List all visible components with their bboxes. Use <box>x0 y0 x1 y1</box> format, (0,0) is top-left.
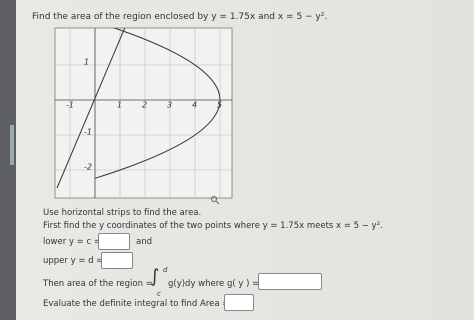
integral-upper: d <box>163 266 168 274</box>
hint: Use horizontal strips to find the area. <box>43 208 202 218</box>
question-title: Find the area of the region enclosed by … <box>32 12 328 22</box>
axes <box>55 28 232 198</box>
and-text: and <box>136 237 152 247</box>
zoom-icon-handle <box>215 200 220 205</box>
area-input[interactable] <box>224 294 254 311</box>
y-tick-label: 1 <box>84 58 89 67</box>
x-tick-label: 5 <box>217 101 222 110</box>
lower-input[interactable] <box>98 233 130 250</box>
integral-lower: c <box>157 290 161 298</box>
graph-frame <box>54 27 233 199</box>
x-tick-label: -1 <box>66 101 74 110</box>
x-tick-label: 2 <box>142 101 147 110</box>
upper-input[interactable] <box>101 252 133 269</box>
x-tick-label: 4 <box>192 101 197 110</box>
y-tick-label: -1 <box>84 128 92 137</box>
y-tick-label: -2 <box>84 163 92 172</box>
x-tick-label: 1 <box>117 101 122 110</box>
lower-label: lower y = c = <box>43 237 101 247</box>
zoom-icon[interactable] <box>211 196 217 202</box>
step-text: First find the y coordinates of the two … <box>43 221 383 231</box>
integrand: g(y)dy where g( y ) = <box>168 279 260 289</box>
left-edge <box>0 0 16 320</box>
edge-highlight <box>10 125 14 165</box>
x-tick-label: 3 <box>167 101 172 110</box>
area-label: Then area of the region = <box>43 279 153 289</box>
evaluate-label: Evaluate the definite integral to find A… <box>43 299 230 309</box>
upper-label: upper y = d = <box>43 256 104 266</box>
integral-sign: ∫ <box>150 266 160 287</box>
curves <box>56 28 221 189</box>
g-input[interactable] <box>258 273 322 290</box>
grid <box>55 28 232 198</box>
